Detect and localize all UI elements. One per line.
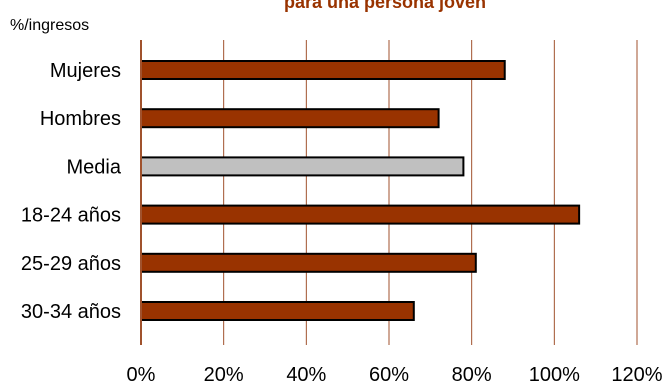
category-label: 25-29 años bbox=[21, 253, 121, 275]
bars bbox=[140, 60, 581, 321]
category-label: Hombres bbox=[40, 108, 121, 130]
bar bbox=[140, 156, 465, 177]
x-tick-label: 20% bbox=[204, 364, 244, 385]
category-labels: Mujeres Hombres Media 18-24 años 25-29 años 3… bbox=[21, 60, 122, 323]
x-tick-label: 100% bbox=[529, 364, 580, 385]
gridlines bbox=[223, 40, 638, 345]
bar bbox=[140, 204, 581, 225]
x-tick-labels: 0% 20% 40% 60% 80% 100% 120% bbox=[127, 364, 663, 385]
unit-label: %/ingresos bbox=[10, 17, 89, 34]
x-tick-label: 120% bbox=[611, 364, 662, 385]
bar bbox=[140, 252, 477, 273]
x-tick-label: 60% bbox=[369, 364, 409, 385]
category-label: 18-24 años bbox=[21, 205, 121, 227]
x-tick-label: 0% bbox=[127, 364, 156, 385]
category-label: Mujeres bbox=[50, 60, 121, 82]
chart-title: para una persona joven bbox=[284, 0, 486, 12]
category-label: 30-34 años bbox=[21, 301, 121, 323]
x-tick-label: 80% bbox=[452, 364, 492, 385]
bar bbox=[140, 60, 506, 80]
category-label: Media bbox=[67, 156, 122, 178]
bar bbox=[140, 301, 415, 321]
bar bbox=[140, 108, 440, 129]
x-tick-label: 40% bbox=[286, 364, 326, 385]
